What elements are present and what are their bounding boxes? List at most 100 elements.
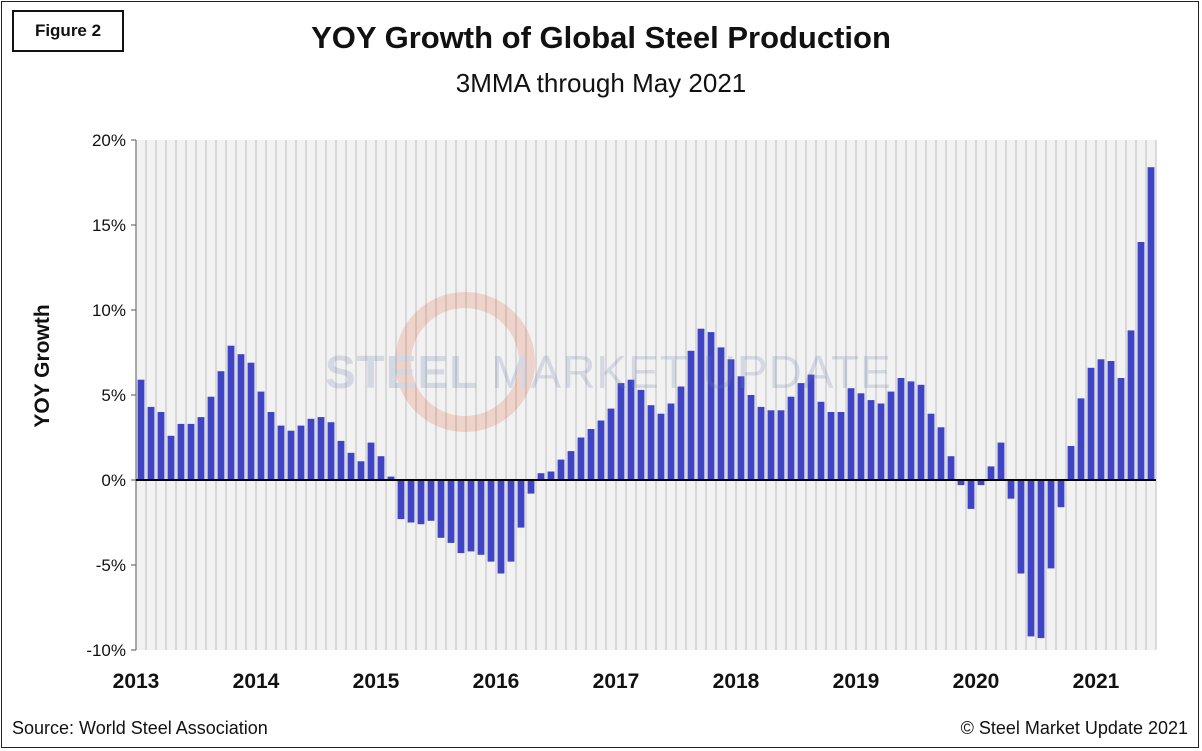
y-tick-label: -5%: [96, 556, 126, 575]
y-tick-label: 0%: [101, 471, 126, 490]
bar: [207, 396, 215, 480]
bar: [927, 413, 935, 480]
bar: [987, 466, 995, 480]
bar: [687, 350, 695, 480]
y-tick-label: 15%: [92, 216, 126, 235]
x-tick-label: 2015: [353, 670, 400, 693]
bar: [757, 406, 765, 480]
bar: [297, 425, 305, 480]
bar: [357, 461, 365, 480]
bar: [567, 451, 575, 480]
bar: [327, 422, 335, 480]
bar: [657, 413, 665, 480]
bar: [317, 417, 325, 480]
bar: [1047, 480, 1055, 569]
bar: [537, 473, 545, 480]
bar: [1027, 480, 1035, 637]
bar: [167, 435, 175, 480]
bar: [587, 429, 595, 480]
bar: [247, 362, 255, 480]
bar: [667, 403, 675, 480]
bar: [257, 391, 265, 480]
bar: [837, 412, 845, 480]
bar: [577, 437, 585, 480]
bar: [437, 480, 445, 538]
bar: [867, 400, 875, 480]
bar: [287, 430, 295, 480]
bar: [617, 383, 625, 480]
bar: [137, 379, 145, 480]
bar: [1137, 242, 1145, 480]
bar: [177, 423, 185, 480]
y-tick-label: 5%: [101, 386, 126, 405]
bar: [147, 406, 155, 480]
bar: [747, 395, 755, 480]
bar: [607, 408, 615, 480]
bar: [877, 403, 885, 480]
bar: [977, 480, 985, 486]
bar: [777, 410, 785, 480]
bar: [1057, 480, 1065, 508]
x-tick-label: 2014: [233, 670, 280, 693]
bar: [697, 328, 705, 480]
bar: [1037, 480, 1045, 639]
bar: [1097, 359, 1105, 480]
bar: [817, 401, 825, 480]
bar: [1107, 361, 1115, 480]
bar: [217, 371, 225, 480]
bar: [857, 393, 865, 480]
bar: [1087, 367, 1095, 480]
chart-title: YOY Growth of Global Steel Production: [311, 20, 891, 55]
bar: [647, 405, 655, 480]
x-tick-label: 2016: [473, 670, 520, 693]
figure-label: Figure 2: [12, 10, 124, 52]
bar: [897, 378, 905, 480]
bar: [347, 452, 355, 480]
y-tick-label: 20%: [92, 131, 126, 150]
copyright-note: © Steel Market Update 2021: [960, 718, 1188, 738]
bar: [597, 420, 605, 480]
x-tick-label: 2018: [713, 670, 760, 693]
bar: [947, 456, 955, 480]
bar: [1077, 398, 1085, 480]
x-tick-label: 2019: [833, 670, 880, 693]
bar: [1147, 167, 1155, 480]
bar: [727, 359, 735, 480]
bar: [197, 417, 205, 480]
bar: [367, 442, 375, 480]
source-note: Source: World Steel Association: [12, 718, 268, 738]
bar: [627, 379, 635, 480]
bar: [307, 418, 315, 480]
bar: [267, 412, 275, 480]
x-tick-label: 2020: [953, 670, 1000, 693]
bar: [677, 386, 685, 480]
bar: [427, 480, 435, 521]
bar: [907, 381, 915, 480]
bar: [487, 480, 495, 562]
bar: [457, 480, 465, 554]
bar: [527, 480, 535, 494]
bar: [1007, 480, 1015, 499]
bar: [417, 480, 425, 525]
bar: [787, 396, 795, 480]
bar: [1017, 480, 1025, 574]
bar: [847, 388, 855, 480]
bar: [717, 347, 725, 480]
bar: [1117, 378, 1125, 480]
bar: [957, 480, 965, 486]
bar: [157, 412, 165, 480]
bar: [827, 412, 835, 480]
x-tick-label: 2013: [113, 670, 160, 693]
bar: [227, 345, 235, 480]
bar: [797, 383, 805, 480]
bar: [997, 442, 1005, 480]
x-tick-label: 2021: [1073, 670, 1120, 693]
bar: [447, 480, 455, 543]
bar: [557, 459, 565, 480]
bar: [637, 389, 645, 480]
bar: [707, 332, 715, 480]
y-tick-label: 10%: [92, 301, 126, 320]
bar: [917, 384, 925, 480]
bar: [497, 480, 505, 574]
